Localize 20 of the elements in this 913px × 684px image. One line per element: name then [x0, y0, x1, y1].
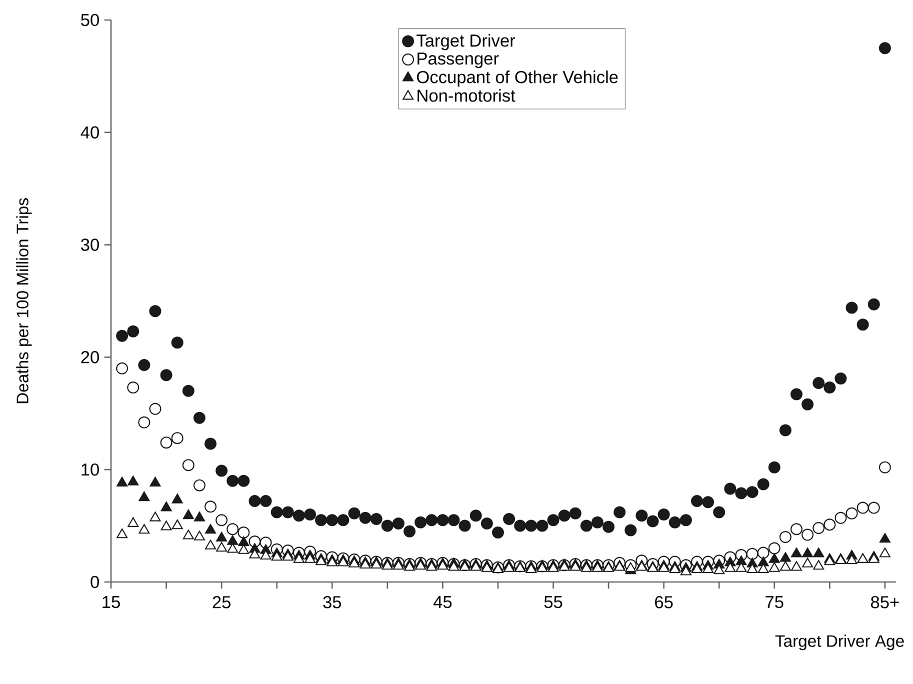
y-tick-label: 30: [81, 238, 99, 251]
legend-label: Non-motorist: [418, 89, 516, 102]
x-tick-label: 65: [655, 596, 673, 608]
y-tick-label: 50: [81, 14, 99, 26]
y-tick-label: 40: [80, 126, 99, 139]
y-tick-label: 20: [81, 351, 99, 364]
x-tick-label: 35: [323, 596, 342, 608]
x-tick-label: 85+: [871, 596, 899, 608]
legend-label: Occupant of Other Vehicle: [416, 70, 618, 87]
x-tick-label: 15: [102, 596, 120, 608]
x-tick-label: 25: [212, 596, 230, 608]
legend-label: Passenger: [418, 52, 499, 68]
y-tick-label: 0: [90, 576, 99, 588]
x-tick-label: 45: [433, 596, 452, 608]
x-tick-label: 75: [766, 596, 784, 608]
legend-label: Target Driver: [416, 34, 516, 50]
x-axis-title: Target Driver Age: [775, 634, 904, 650]
y-tick-label: 10: [82, 463, 99, 476]
x-tick-label: 55: [544, 596, 562, 608]
y-axis-title: Deaths per 100 Million Trips: [16, 198, 32, 404]
